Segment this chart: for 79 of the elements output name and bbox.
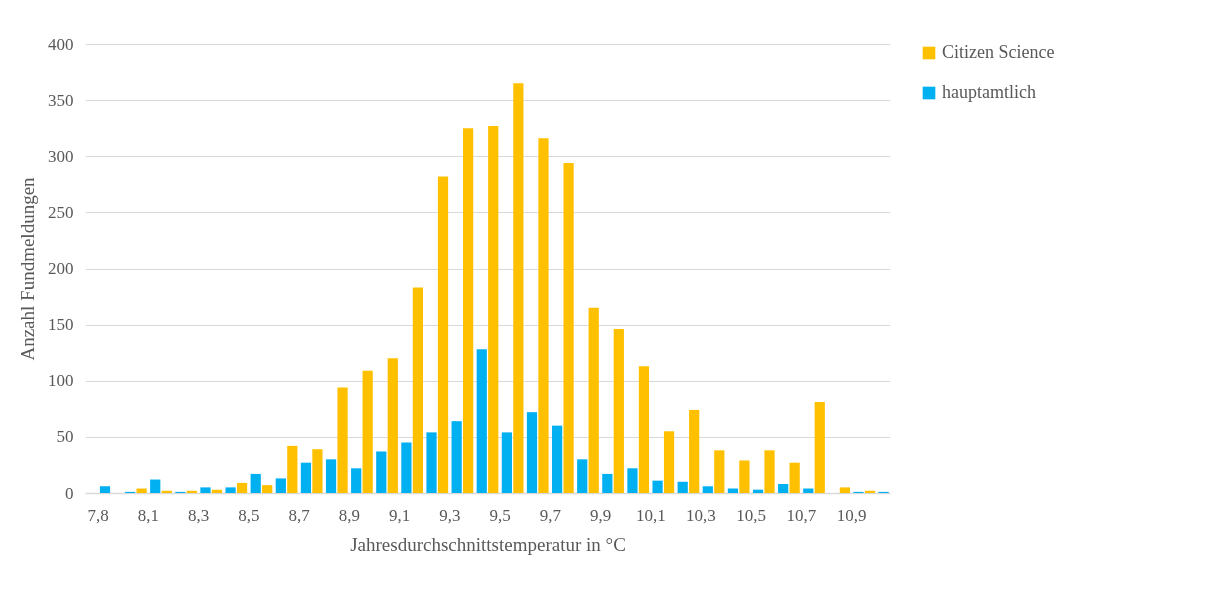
bar [463, 128, 474, 493]
bar [376, 451, 387, 493]
bar [200, 487, 211, 493]
bar [351, 468, 362, 493]
bar [702, 486, 713, 493]
bar [412, 287, 423, 493]
y-tick-label: 250 [48, 202, 74, 222]
x-tick-label: 9,3 [439, 505, 461, 525]
bar [552, 425, 563, 493]
legend-label: Citizen Science [942, 42, 1055, 62]
x-tick-label: 10,7 [786, 505, 817, 525]
bar [638, 366, 650, 493]
x-tick-label: 9,9 [589, 505, 612, 525]
x-tick-label: 9,7 [539, 505, 562, 525]
bar [563, 162, 574, 493]
x-tick-label: 9,5 [489, 505, 511, 525]
bar [275, 478, 286, 493]
x-tick-label: 10,1 [635, 505, 666, 525]
bar [714, 450, 725, 493]
bar [538, 138, 549, 493]
x-tick-label: 8,7 [288, 505, 311, 525]
bar [325, 459, 337, 493]
bar [426, 432, 437, 493]
y-tick-label: 200 [48, 259, 74, 278]
bar [337, 387, 348, 493]
bar [513, 83, 524, 493]
x-tick-label: 10,9 [836, 505, 867, 525]
bar [136, 488, 147, 493]
bar [437, 176, 449, 493]
bar [526, 412, 538, 493]
bar [250, 473, 261, 493]
bar [287, 445, 298, 493]
bar [451, 421, 462, 493]
y-tick-label: 300 [48, 146, 74, 166]
x-tick-label: 8,1 [137, 505, 160, 525]
y-tick-label: 100 [48, 371, 74, 391]
bar [577, 459, 588, 493]
bar [677, 481, 688, 493]
x-tick-label: 7,8 [87, 505, 109, 525]
bar [236, 482, 248, 493]
bar [488, 125, 499, 493]
y-tick-label: 350 [48, 90, 74, 110]
legend-label: hauptamtlich [942, 82, 1036, 102]
x-tick-label: 10,3 [686, 505, 716, 525]
bar [262, 485, 273, 493]
x-tick-label: 8,3 [188, 505, 210, 525]
y-tick-label: 150 [48, 315, 74, 335]
bar [387, 358, 398, 493]
y-tick-label: 50 [56, 427, 74, 447]
bar [814, 402, 825, 493]
y-axis-title: Anzahl Fundmeldungen [17, 176, 38, 361]
bar [300, 462, 312, 493]
x-axis-title: Jahresdurchschnittstemperatur in °C [350, 533, 626, 555]
bar [501, 432, 512, 493]
bar [362, 370, 373, 493]
bar [789, 462, 800, 493]
bar [401, 442, 412, 493]
y-tick-label: 400 [48, 34, 74, 54]
bar [689, 409, 700, 493]
bar [312, 449, 323, 493]
x-tick-label: 9,1 [388, 505, 411, 525]
bar [778, 484, 789, 493]
bar [150, 479, 161, 493]
bar [764, 450, 775, 493]
bar [588, 307, 599, 493]
bar [99, 486, 111, 493]
y-tick-label: 0 [65, 483, 74, 503]
x-tick-label: 8,9 [338, 505, 360, 525]
bar [739, 460, 750, 493]
bar [652, 480, 663, 493]
bar [476, 349, 487, 493]
bar [225, 487, 236, 493]
bar [839, 487, 850, 493]
bar [663, 431, 675, 493]
x-tick-label: 8,5 [238, 505, 260, 525]
bar [627, 468, 638, 493]
bar [613, 329, 624, 493]
x-tick-label: 10,5 [736, 505, 767, 525]
bar [602, 473, 613, 493]
